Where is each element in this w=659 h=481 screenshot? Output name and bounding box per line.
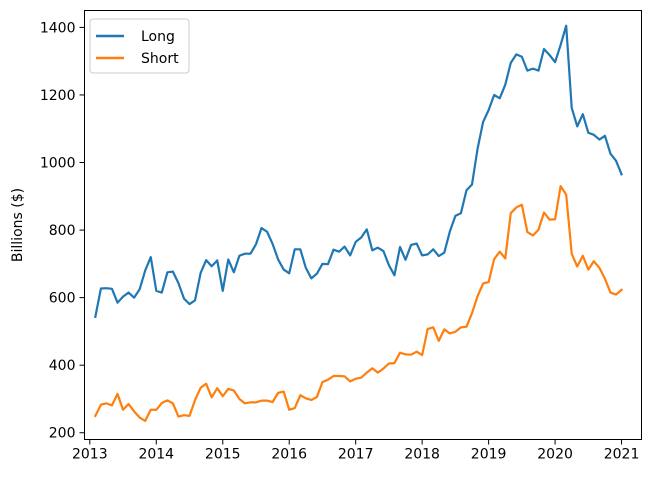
- plot-series: [93, 24, 624, 423]
- x-tick-label: 2016: [271, 447, 307, 463]
- x-tick-label: 2021: [604, 447, 640, 463]
- y-tick-label: 200: [49, 426, 76, 442]
- x-axis: 2013 2014 2015 2016 2017 2018 2019 2020 2021: [72, 439, 640, 463]
- x-tick-label: 2020: [537, 447, 573, 463]
- y-axis-label: Billions ($): [10, 188, 26, 262]
- legend: Long Short: [89, 18, 190, 74]
- x-tick-label: 2019: [471, 447, 507, 463]
- y-tick-label: 1000: [40, 156, 76, 172]
- legend-box: [89, 18, 190, 74]
- plot-frame: [84, 10, 642, 440]
- y-tick-label: 800: [49, 223, 76, 239]
- y-tick-label: 600: [49, 291, 76, 307]
- x-tick-label: 2018: [404, 447, 440, 463]
- series-line-long: [94, 24, 623, 319]
- y-axis: 200 400 600 800 1000 1200 1400: [40, 20, 85, 442]
- x-tick-label: 2014: [138, 447, 174, 463]
- series-line-short: [93, 185, 624, 423]
- legend-label-long: Long: [141, 29, 175, 45]
- y-tick-label: 1400: [40, 20, 76, 36]
- y-tick-label: 1200: [40, 88, 76, 104]
- legend-label-short: Short: [141, 51, 179, 67]
- y-tick-label: 400: [49, 358, 76, 374]
- x-tick-label: 2015: [205, 447, 241, 463]
- x-tick-label: 2013: [72, 447, 108, 463]
- x-tick-label: 2017: [338, 447, 374, 463]
